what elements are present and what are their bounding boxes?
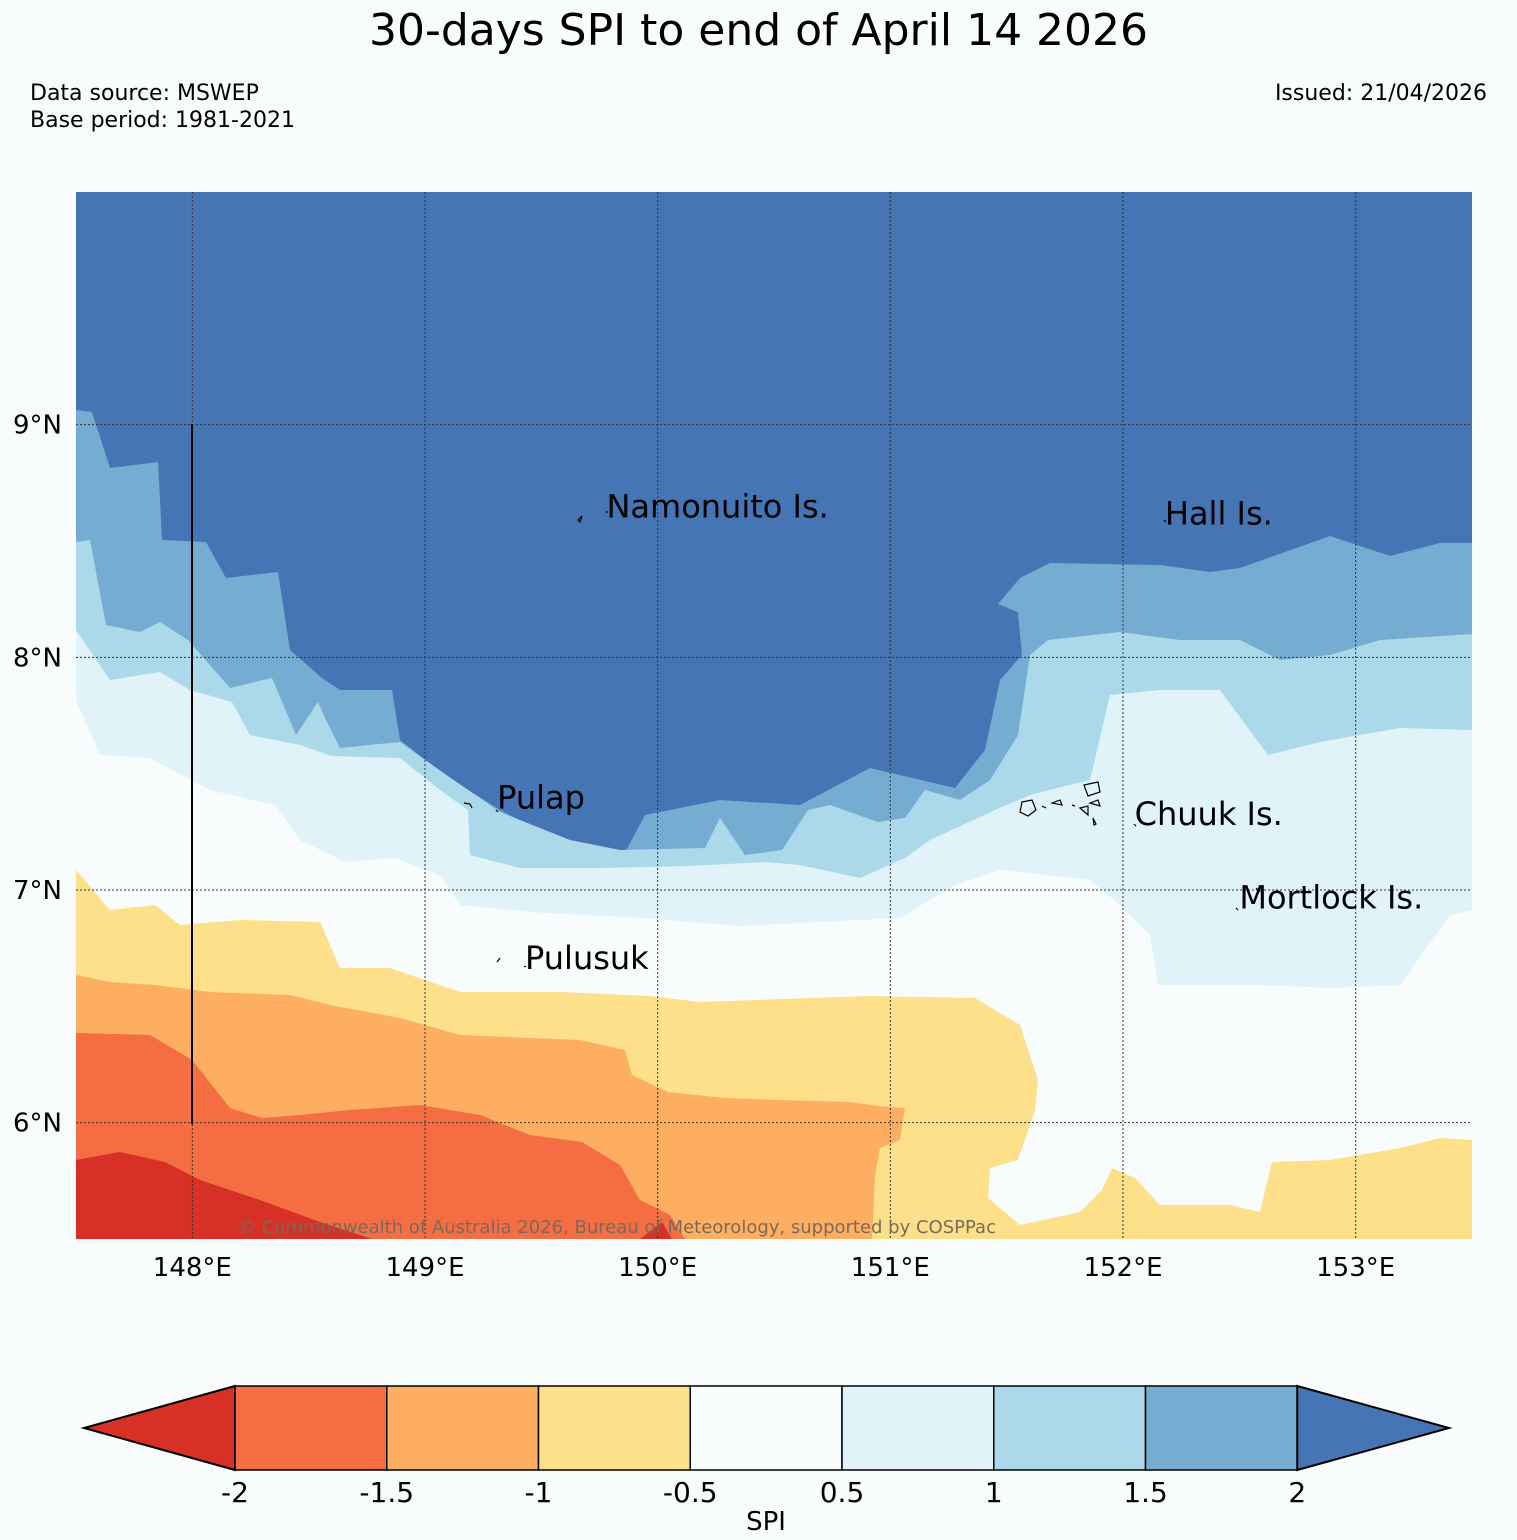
colorbar-bin xyxy=(993,1385,1147,1471)
colorbar-tick-label: 1 xyxy=(985,1476,1003,1509)
place-label: Pulap xyxy=(497,779,585,817)
base-period: Base period: 1981-2021 xyxy=(30,108,295,133)
lon-tick-label: 153°E xyxy=(1316,1253,1395,1283)
spi-band-neg-2-neg-1.5 xyxy=(76,1033,685,1239)
pulusuk-island xyxy=(496,957,527,968)
lon-tick-label: 148°E xyxy=(153,1253,232,1283)
colorbar-bin xyxy=(841,1385,995,1471)
data-source: Data source: MSWEP xyxy=(30,81,259,106)
colorbar-tick-label: -0.5 xyxy=(663,1476,718,1509)
place-labels: Namonuito Is. Hall Is. Pulap Chuuk Is. Mortl… xyxy=(497,488,1423,977)
namonuito-atoll xyxy=(577,511,608,524)
lon-tick-label: 150°E xyxy=(618,1253,697,1283)
issued-date: Issued: 21/04/2026 xyxy=(1274,81,1487,106)
colorbar-ticks: -2 -1.5 -1 -0.5 0.5 1 1.5 2 xyxy=(221,1476,1306,1509)
island-outlines xyxy=(463,511,1261,968)
colorbar-tick-label: 2 xyxy=(1288,1476,1306,1509)
meta-info: Data source: MSWEP Base period: 1981-202… xyxy=(30,80,295,134)
colorbar-bin xyxy=(234,1385,388,1471)
colorbar-bins xyxy=(80,1384,1453,1472)
axis-labels: 148°E 149°E 150°E 151°E 152°E 153°E 9°N 8°N 7°N 6… xyxy=(13,411,1395,1283)
place-label: Namonuito Is. xyxy=(606,488,828,526)
colorbar-extend-low xyxy=(80,1384,236,1472)
lat-tick-label: 8°N xyxy=(13,643,62,673)
place-label: Hall Is. xyxy=(1165,495,1273,533)
mortlock-islands xyxy=(1235,887,1261,911)
colorbar-bin xyxy=(537,1385,691,1471)
lon-tick-label: 151°E xyxy=(851,1253,930,1283)
colorbar-tick-label: -1.5 xyxy=(359,1476,414,1509)
spi-band-lt-neg-2 xyxy=(76,1152,372,1239)
hall-islands xyxy=(1163,519,1167,523)
lat-tick-label: 7°N xyxy=(13,876,62,906)
colorbar-tick-label: 1.5 xyxy=(1123,1476,1168,1509)
colorbar-tick-label: -1 xyxy=(525,1476,553,1509)
lon-tick-label: 149°E xyxy=(385,1253,464,1283)
place-label: Pulusuk xyxy=(525,939,649,977)
colorbar-tick-label: -2 xyxy=(221,1476,249,1509)
lat-tick-label: 9°N xyxy=(13,411,62,441)
spi-map: Namonuito Is. Hall Is. Pulap Chuuk Is. Mortl… xyxy=(13,192,1472,1283)
place-label: Mortlock Is. xyxy=(1239,879,1423,917)
chuuk-marker xyxy=(1133,823,1137,827)
colorbar-bin xyxy=(386,1385,540,1471)
colorbar-bin xyxy=(689,1385,843,1471)
copyright-note: © Commonwealth of Australia 2026, Bureau… xyxy=(238,1217,996,1238)
colorbar-bin xyxy=(1144,1385,1298,1471)
place-label: Chuuk Is. xyxy=(1135,795,1283,833)
colorbar-extend-high xyxy=(1296,1384,1453,1472)
colorbar-label: SPI xyxy=(746,1507,786,1537)
colorbar-tick-label: 0.5 xyxy=(820,1476,865,1509)
spi-band-lt-neg-2-patch xyxy=(640,1222,672,1239)
lat-tick-label: 6°N xyxy=(13,1109,62,1139)
chart-title: 30-days SPI to end of April 14 2026 xyxy=(368,5,1149,56)
chuuk-lagoon-islands xyxy=(1019,781,1101,826)
pulap-atoll xyxy=(463,802,499,813)
lon-tick-label: 152°E xyxy=(1083,1253,1162,1283)
